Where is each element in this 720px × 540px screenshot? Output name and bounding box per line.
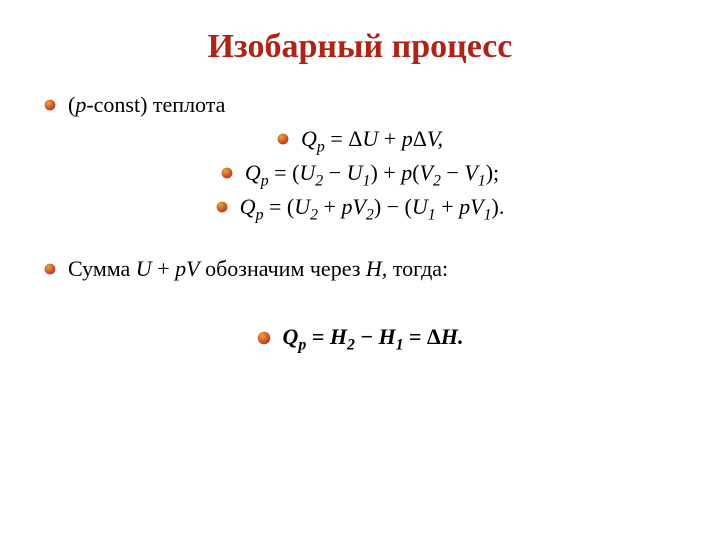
bullet-icon xyxy=(277,133,289,145)
final-equation-text: Qp = H2 − H1 = ΔH. xyxy=(283,320,464,354)
equation-3-text: Qp = (U2 + pV2) − (U1 + pV1). xyxy=(240,190,505,224)
equation-1: Qp = ΔU + pΔV, xyxy=(44,122,676,156)
equation-1-text: Qp = ΔU + pΔV, xyxy=(301,122,443,156)
equation-3: Qp = (U2 + pV2) − (U1 + pV1). xyxy=(44,190,676,224)
bullet-icon xyxy=(44,263,56,275)
line-1-text: (p-const) теплота xyxy=(68,88,676,122)
bullet-icon xyxy=(44,99,56,111)
line-5-text: Сумма U + pV обозначим через H, тогда: xyxy=(68,252,676,286)
equation-2-text: Qp = (U2 − U1) + p(V2 − V1); xyxy=(245,156,499,190)
bullet-line-5: Сумма U + pV обозначим через H, тогда: xyxy=(44,252,676,286)
equation-2: Qp = (U2 − U1) + p(V2 − V1); xyxy=(44,156,676,190)
slide-title: Изобарный процесс xyxy=(44,28,676,66)
bullet-line-1: (p-const) теплота xyxy=(44,88,676,122)
final-equation: Qp = H2 − H1 = ΔH. xyxy=(44,320,676,354)
equation-group: Qp = ΔU + pΔV, Qp = (U2 − U1) + p(V2 − V… xyxy=(44,122,676,224)
bullet-icon xyxy=(257,331,271,345)
bullet-icon xyxy=(221,167,233,179)
slide: Изобарный процесс (p-const) теплота Qp =… xyxy=(0,0,720,540)
bullet-icon xyxy=(216,201,228,213)
